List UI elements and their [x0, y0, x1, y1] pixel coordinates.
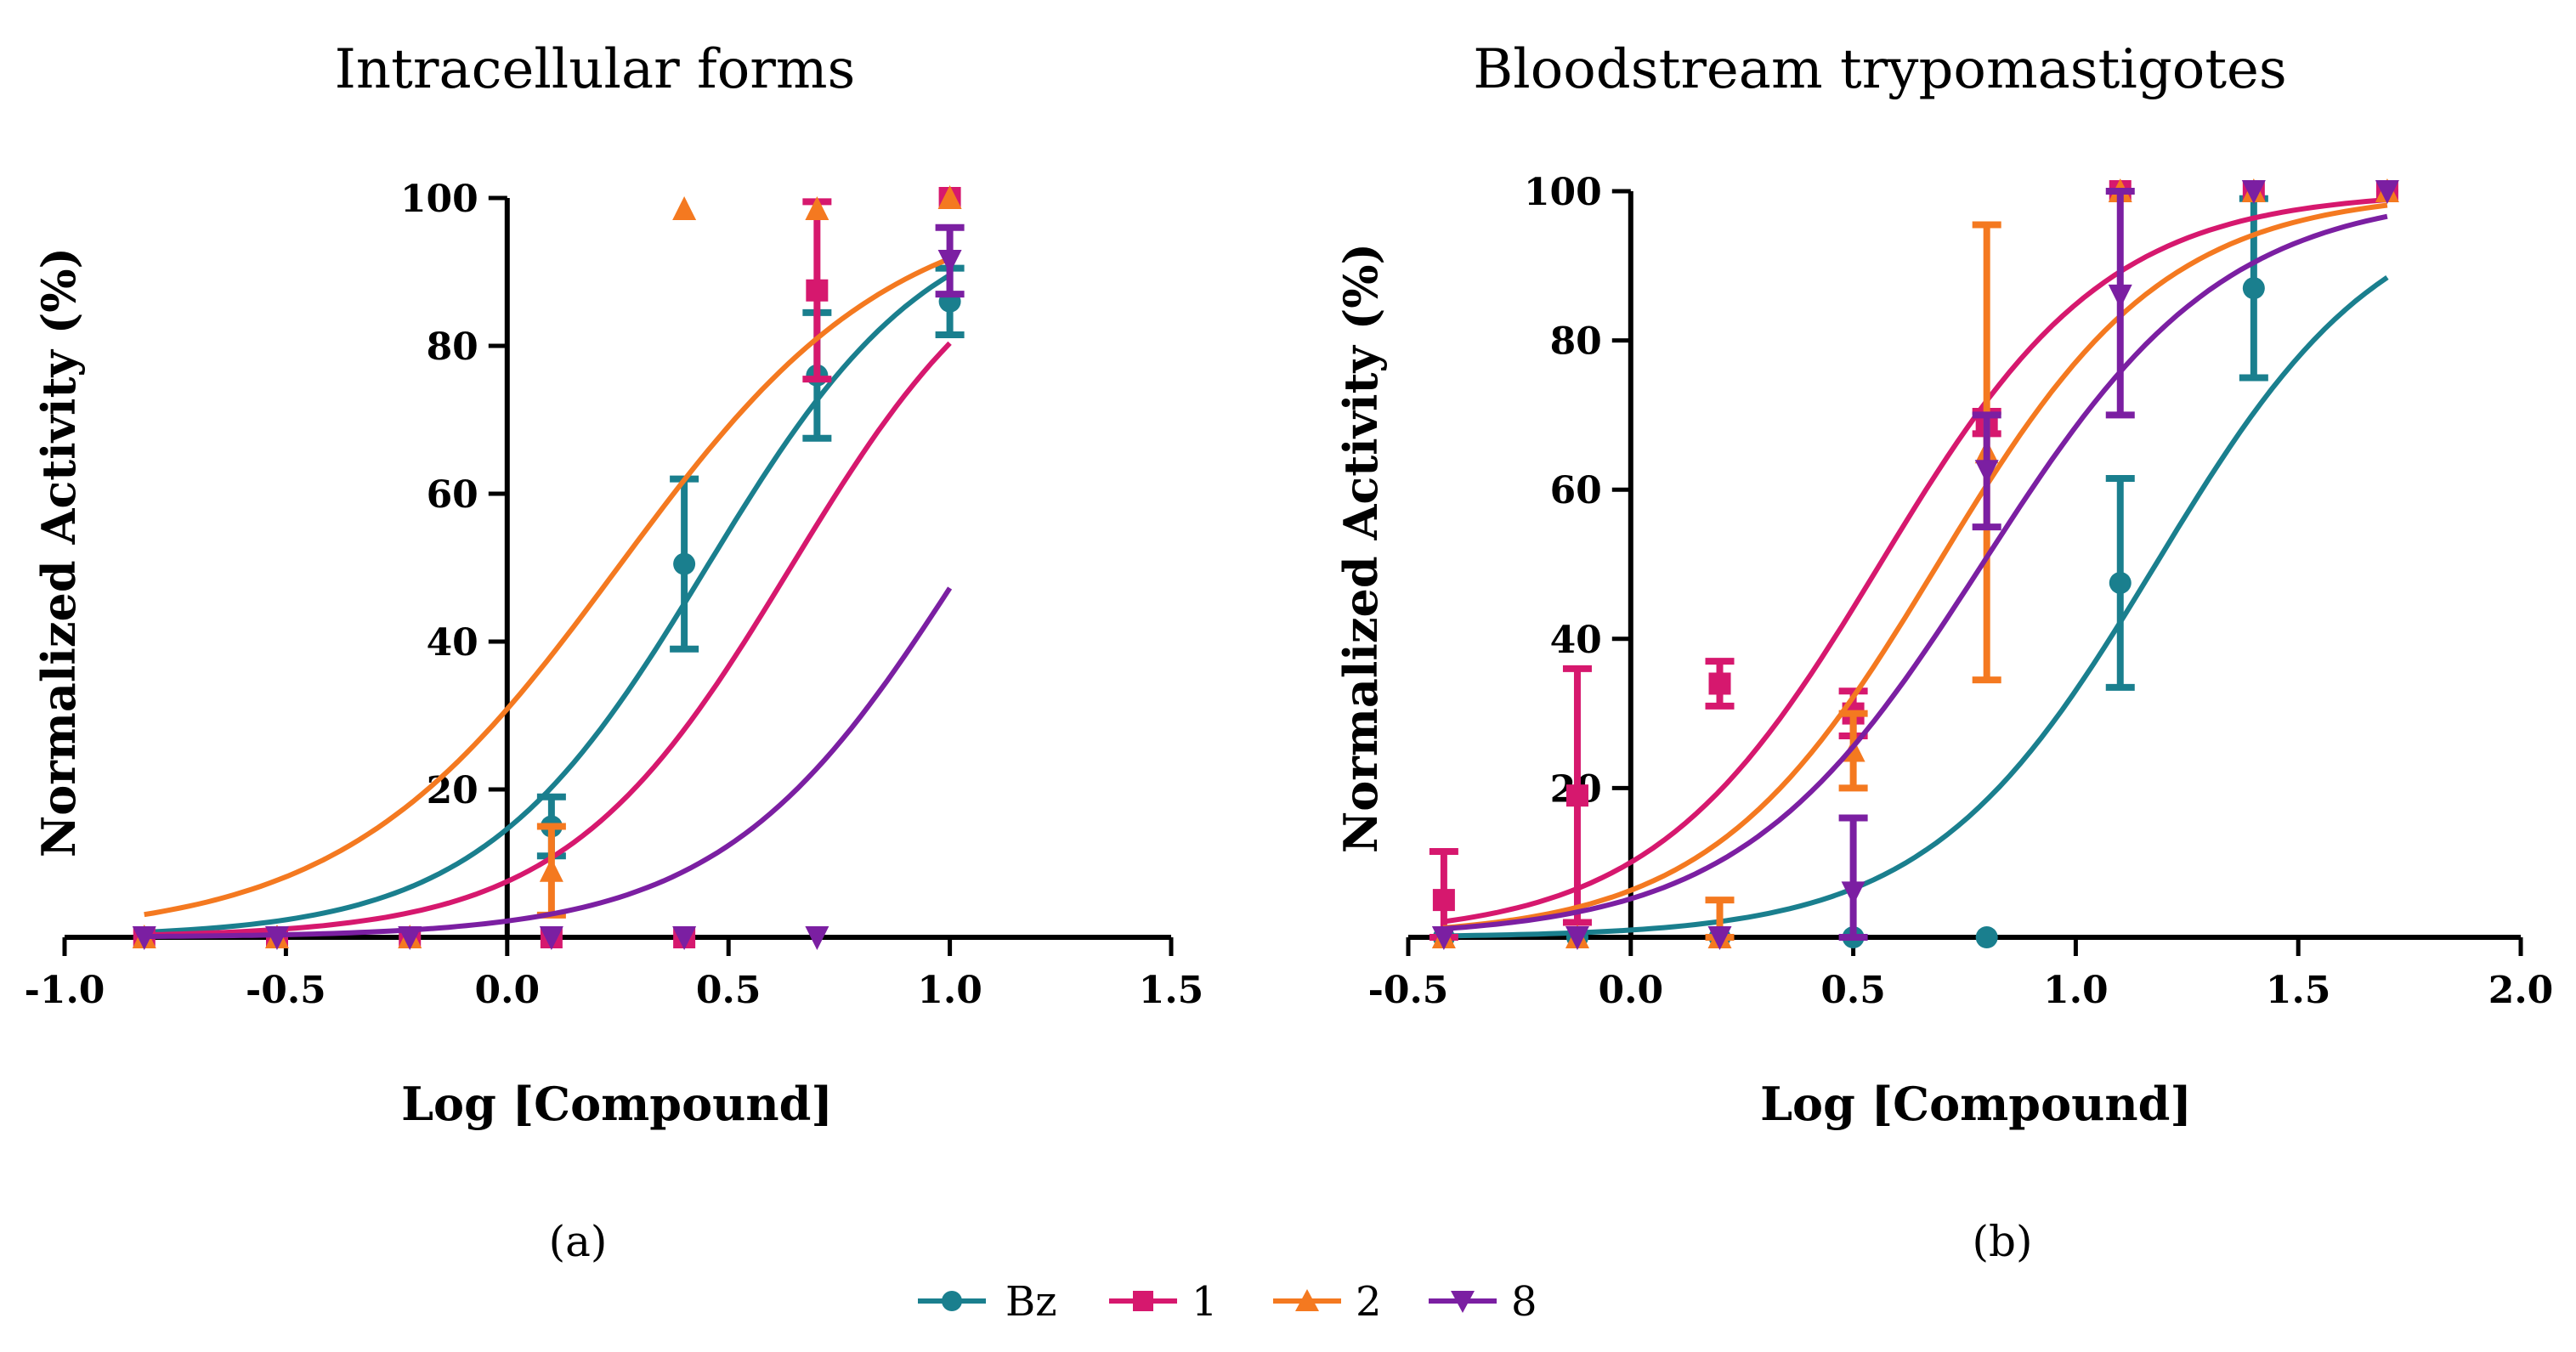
panel-b-x-tick-label: 0.5 — [1820, 969, 1886, 1012]
panel-b-point-8 — [1974, 460, 1999, 484]
panel-a-point-1 — [806, 279, 829, 302]
panel-b-ylabel: Normalized Activity (%) — [1333, 243, 1388, 853]
panel-b-point-8 — [1841, 881, 1865, 906]
panel-b-series-8 — [1431, 180, 2399, 950]
panel-b-point-8 — [2108, 284, 2132, 308]
legend-item-2: 2 — [1273, 1278, 1382, 1326]
panel-b-x-tick-label: 1.0 — [2043, 969, 2109, 1012]
panel-a-point-bz — [673, 552, 696, 575]
legend-item-1: 1 — [1109, 1278, 1218, 1326]
panel-a-curve-1 — [144, 341, 952, 938]
panel-b-curve-2 — [1443, 202, 2388, 931]
panel-a-x-tick-label: -1.0 — [25, 969, 105, 1012]
legend-label-2: 2 — [1356, 1278, 1382, 1326]
panel-a-point-2 — [937, 185, 962, 209]
panel-b-y-tick-label: 40 — [1550, 619, 1602, 662]
panel-a-point-8 — [264, 926, 289, 950]
panel-b-curve-1 — [1443, 197, 2388, 925]
panel-b-x-tick-label: 2.0 — [2488, 969, 2554, 1012]
panel-a-ylabel: Normalized Activity (%) — [31, 247, 86, 857]
panel-a-x-tick-label: 0.0 — [475, 969, 541, 1012]
legend-marker-1 — [1133, 1291, 1153, 1311]
panel-a-x-tick-label: 1.0 — [917, 969, 982, 1012]
panel-b-axes: -0.50.00.51.01.52.020406080100 — [1368, 171, 2554, 1012]
panel-b-title: Bloodstream trypomastigotes — [1473, 38, 2287, 101]
legend-label-bz: Bz — [1005, 1278, 1057, 1326]
legend-marker-8 — [1451, 1291, 1475, 1313]
panel-b-point-8 — [2241, 180, 2266, 204]
panel-a-x-tick-label: 1.5 — [1139, 969, 1204, 1012]
legend-label-8: 8 — [1511, 1278, 1537, 1326]
panel-a-series-8 — [132, 223, 965, 950]
panel-a-label: (a) — [549, 1217, 608, 1266]
legend: Bz 1 2 8 — [918, 1278, 1537, 1326]
legend-label-1: 1 — [1192, 1278, 1218, 1326]
panel-a-point-8 — [539, 926, 563, 950]
panel-a-x-tick-label: -0.5 — [246, 969, 326, 1012]
panel-b-point-8 — [1565, 926, 1589, 950]
panel-a-point-8 — [398, 926, 422, 950]
panel-b-point-1 — [1565, 784, 1588, 807]
panel-b-curve-8 — [1443, 213, 2388, 931]
panel-a-xlabel: Log [Compound] — [401, 1077, 833, 1131]
panel-a-y-tick-label: 80 — [427, 325, 478, 369]
panel-b-x-tick-label: 1.5 — [2266, 969, 2331, 1012]
legend-item-bz: Bz — [918, 1278, 1057, 1326]
panel-a-chart: Intracellular forms Normalized Activity … — [25, 38, 1204, 1266]
panel-a-title: Intracellular forms — [335, 38, 856, 101]
panel-b-point-bz — [2242, 277, 2265, 300]
panel-b-point-bz — [1975, 926, 1998, 948]
panel-b-point-8 — [1707, 926, 1732, 950]
legend-marker-2 — [1295, 1289, 1319, 1311]
panel-b-xlabel: Log [Compound] — [1760, 1077, 2192, 1131]
panel-a-point-2 — [805, 196, 829, 221]
panel-a-x-tick-label: 0.5 — [696, 969, 761, 1012]
panel-a-point-2 — [539, 857, 563, 882]
panel-b-point-8 — [1431, 926, 1456, 950]
panel-a-y-tick-label: 40 — [427, 621, 478, 665]
panel-b-x-tick-label: -0.5 — [1368, 969, 1449, 1012]
panel-a-point-8 — [132, 926, 156, 950]
panel-b-y-tick-label: 100 — [1524, 171, 1602, 214]
panel-a-curve-2 — [144, 256, 951, 918]
legend-item-8: 8 — [1429, 1278, 1537, 1326]
panel-b-y-tick-label: 80 — [1550, 320, 1602, 364]
panel-a-point-2 — [672, 196, 697, 221]
panel-a-point-8 — [937, 249, 962, 274]
panel-b-point-1 — [1708, 672, 1731, 695]
panel-a-axes: -1.0 -0.5 0.0 0.5 1.0 1.5 20 40 60 80 100 — [25, 178, 1204, 1012]
panel-b-curve-bz — [1443, 274, 2389, 939]
panel-b-x-tick-label: 0.0 — [1599, 969, 1664, 1012]
panel-a-y-tick-label: 60 — [427, 473, 478, 517]
panel-a-point-8 — [805, 926, 829, 950]
panel-b-y-tick-label: 60 — [1550, 469, 1602, 512]
panel-b-label: (b) — [1972, 1217, 2032, 1266]
panel-b-chart: Bloodstream trypomastigotes Normalized A… — [1333, 38, 2553, 1266]
panel-a-y-tick-label: 100 — [400, 178, 478, 221]
panel-a-y-tick-label: 20 — [427, 769, 478, 812]
panel-b-point-1 — [1432, 889, 1455, 912]
panel-b-point-8 — [2375, 180, 2399, 204]
panel-a-point-8 — [672, 926, 697, 950]
panel-b-point-bz — [2109, 571, 2132, 594]
legend-marker-bz — [942, 1291, 962, 1311]
